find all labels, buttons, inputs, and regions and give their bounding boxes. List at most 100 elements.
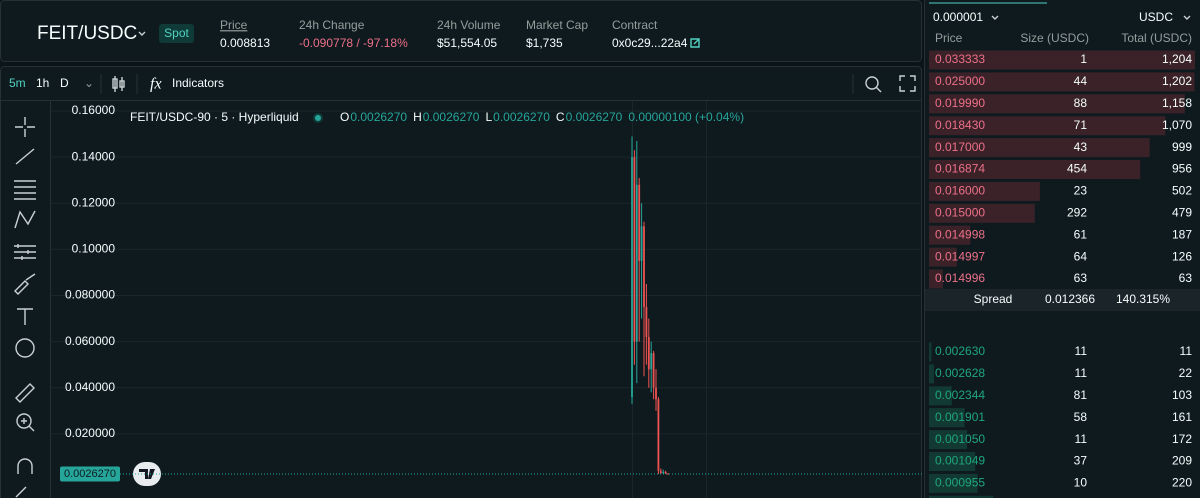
size: 11 — [1075, 344, 1088, 358]
spot-badge — [159, 24, 194, 43]
interval-chevron[interactable]: ⌄ — [84, 76, 94, 90]
drawing-tools — [14, 117, 36, 498]
legend-key: L — [485, 110, 492, 124]
price[interactable]: 0.015000 — [935, 205, 985, 219]
external-link-icon[interactable] — [690, 38, 700, 48]
stat-value: $51,554.05 — [437, 36, 497, 50]
price[interactable]: 0.014998 — [935, 227, 985, 241]
magnet-tool[interactable] — [17, 458, 33, 474]
total: 161 — [1172, 410, 1192, 424]
depth-bar — [929, 430, 967, 450]
projection-tool[interactable] — [14, 244, 36, 260]
brush-tool[interactable] — [14, 273, 36, 295]
unit-selector[interactable]: USDC — [1139, 10, 1173, 24]
size: 81 — [1074, 388, 1088, 402]
lock-tool[interactable] — [15, 486, 27, 498]
depth-bar — [929, 495, 994, 498]
price[interactable]: 0.014997 — [935, 249, 985, 263]
price[interactable]: 0.001049 — [935, 454, 985, 468]
y-tick-label: 0.16000 — [72, 103, 116, 117]
interval-button[interactable]: 5m — [9, 76, 26, 90]
ruler-tool[interactable] — [15, 383, 35, 403]
price[interactable]: 0.019990 — [935, 96, 985, 110]
price[interactable]: 0.033333 — [935, 52, 985, 66]
candle-body — [650, 353, 653, 370]
price[interactable]: 0.000955 — [935, 476, 985, 490]
y-tick-label: 0.040000 — [65, 380, 115, 394]
interval-button[interactable]: 1h — [36, 76, 49, 90]
price[interactable]: 0.002628 — [935, 366, 985, 380]
price[interactable]: 0.002630 — [935, 344, 985, 358]
total: 103 — [1172, 388, 1192, 402]
zoom-plus — [21, 418, 35, 432]
total: 502 — [1172, 184, 1192, 198]
interval-button[interactable]: D — [60, 76, 69, 90]
pair-name[interactable]: FEIT/USDC — [37, 23, 137, 44]
stat-value[interactable]: 0x0c29...22a4 — [612, 36, 688, 50]
y-tick-label: 0.060000 — [65, 334, 115, 348]
emoji-tool[interactable] — [15, 338, 35, 358]
icon-rect — [112, 78, 118, 89]
size: 23 — [1074, 184, 1088, 198]
total: 1,202 — [1162, 74, 1192, 88]
y-tick-label: 0.020000 — [65, 426, 115, 440]
price[interactable]: 0.017000 — [935, 140, 985, 154]
column-header: Total (USDC) — [1121, 31, 1192, 45]
size: 454 — [1067, 162, 1087, 176]
stat-label: 24h Volume — [437, 18, 501, 32]
price[interactable]: 0.016874 — [935, 162, 985, 176]
fullscreen-button[interactable] — [899, 75, 916, 92]
trendline-tool[interactable] — [15, 148, 35, 165]
depth-bar — [929, 473, 978, 493]
price[interactable]: 0.014996 — [935, 271, 985, 285]
indicators-button[interactable]: Indicators — [172, 76, 224, 90]
tick-size-chevron[interactable] — [991, 15, 999, 20]
pair-chevron[interactable] — [138, 31, 146, 36]
tick-size[interactable]: 0.000001 — [933, 10, 983, 24]
legend-change: 0.00000100 (+0.04%) — [628, 110, 744, 124]
total: 479 — [1172, 205, 1192, 219]
price[interactable]: 0.025000 — [935, 74, 985, 88]
size: 11 — [1075, 366, 1088, 380]
total: 1,158 — [1162, 96, 1192, 110]
price[interactable]: 0.002344 — [935, 388, 985, 402]
candle-body — [638, 184, 641, 261]
candle-type-button[interactable] — [112, 76, 125, 92]
spread-value: 0.012366 — [1045, 292, 1095, 306]
unit-chevron[interactable] — [1183, 15, 1191, 20]
text-tool[interactable] — [17, 308, 33, 325]
total: 187 — [1172, 227, 1192, 241]
stat-value: -0.090778 / -97.18% — [299, 36, 408, 50]
depth-bar — [929, 160, 1141, 179]
screenshot-button[interactable] — [865, 76, 882, 93]
legend-key: O — [340, 110, 349, 124]
size: 61 — [1074, 227, 1088, 241]
fib-tool[interactable] — [14, 180, 36, 200]
column-header: Price — [935, 31, 963, 45]
stat-value: $1,735 — [526, 36, 563, 50]
stat-value: 0.008813 — [220, 36, 270, 50]
price[interactable]: 0.001050 — [935, 432, 985, 446]
price[interactable]: 0.001901 — [935, 410, 985, 424]
depth-bar — [929, 386, 952, 406]
legend-symbol: FEIT/USDC-90 · 5 · Hyperliquid — [130, 110, 299, 124]
candle-body — [657, 399, 660, 471]
legend-value: 0.0026270 — [493, 110, 550, 124]
indicators-icon[interactable]: fx — [150, 76, 162, 93]
legend-key: C — [556, 110, 565, 124]
candle-body — [643, 226, 645, 308]
stat-label[interactable]: Price — [220, 18, 248, 32]
spread-row — [925, 289, 1200, 311]
zoom-tool[interactable] — [16, 413, 32, 429]
candle-body — [647, 337, 650, 370]
stat-label: Contract — [612, 18, 658, 32]
crosshair-tool[interactable] — [15, 117, 35, 137]
pattern-tool[interactable] — [14, 210, 36, 229]
candle-body — [652, 353, 655, 388]
candle-body — [645, 307, 648, 338]
legend-value: 0.0026270 — [423, 110, 480, 124]
candle-body — [640, 226, 643, 261]
price[interactable]: 0.018430 — [935, 118, 985, 132]
price[interactable]: 0.016000 — [935, 184, 985, 198]
